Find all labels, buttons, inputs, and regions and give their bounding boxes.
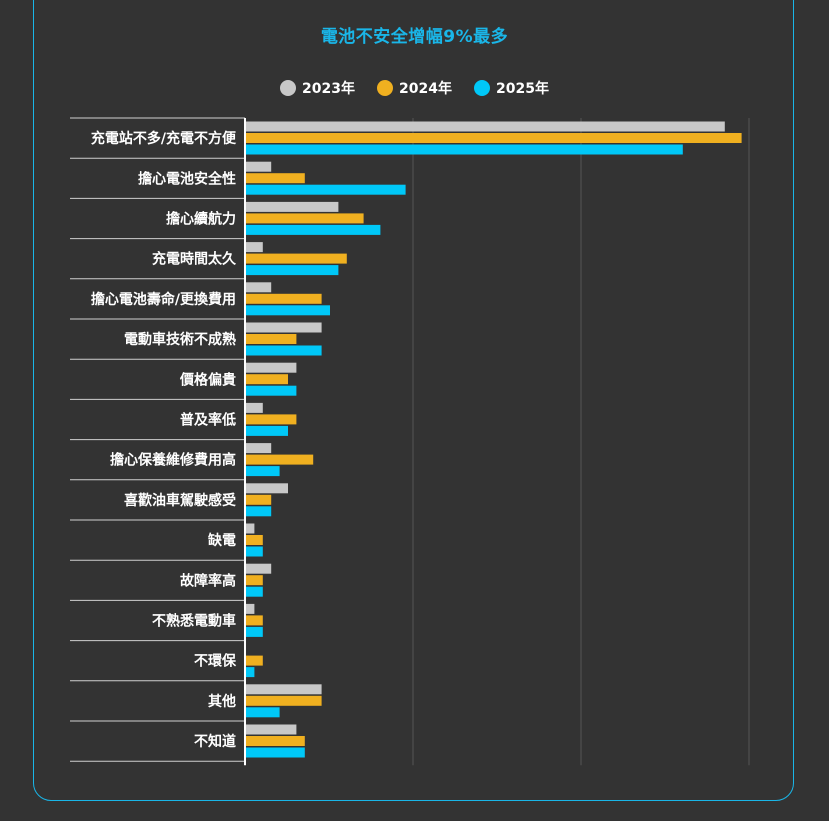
bar-2025年 (246, 345, 322, 356)
bar-2024年 (246, 173, 305, 184)
bar-2024年 (246, 736, 305, 746)
category-label: 擔心保養維修費用高 (110, 452, 236, 469)
category-label: 價格偏貴 (179, 371, 236, 388)
bar-2025年 (246, 466, 280, 477)
bar-2025年 (246, 586, 263, 597)
bar-2025年 (246, 626, 263, 637)
category-label: 不知道 (194, 733, 236, 750)
category-label: 電動車技術不成熟 (124, 331, 236, 348)
bar-2024年 (246, 454, 314, 465)
category-label: 不熟悉電動車 (152, 613, 236, 630)
bar-2025年 (246, 425, 288, 436)
category-label: 充電站不多/充電不方便 (91, 130, 237, 147)
bar-2024年 (246, 655, 263, 666)
legend-label: 2023年 (302, 81, 356, 97)
bar-2023年 (246, 322, 322, 333)
bar-2023年 (246, 362, 297, 373)
bar-2024年 (246, 575, 263, 586)
legend-item: 2025年 (473, 78, 549, 98)
bar-2024年 (246, 334, 297, 344)
bar-2025年 (246, 265, 339, 276)
bar-2024年 (246, 213, 364, 224)
legend-label: 2025年 (495, 81, 549, 97)
bar-2023年 (246, 242, 263, 253)
category-label: 普及率低 (180, 412, 236, 429)
bar-2023年 (246, 282, 272, 293)
bar-2023年 (246, 603, 255, 614)
category-label: 喜歡油車駕駛感受 (124, 492, 236, 509)
bar-2023年 (246, 483, 288, 494)
bar-2025年 (246, 305, 330, 316)
bar-2024年 (246, 253, 347, 264)
category-label: 故障率高 (180, 572, 236, 589)
bar-2023年 (246, 121, 725, 132)
bar-2023年 (246, 443, 272, 454)
legend-item: 2023年 (280, 78, 355, 98)
category-label: 不環保 (194, 653, 237, 670)
legend-label: 2024年 (399, 81, 452, 97)
legend-item: 2024年 (377, 78, 452, 98)
bar-2025年 (246, 506, 272, 517)
category-label: 擔心續航力 (166, 211, 236, 228)
bar-2025年 (246, 144, 683, 155)
bar-2025年 (246, 667, 255, 678)
category-label: 缺電 (208, 532, 236, 549)
bar-2025年 (246, 224, 381, 235)
chart-legend: 2023年 2024年 2025年 (0, 78, 829, 98)
bar-2023年 (246, 523, 255, 534)
bar-2024年 (246, 133, 742, 143)
legend-swatch (473, 80, 490, 96)
card-frame (33, 0, 794, 801)
bar-2025年 (246, 385, 297, 396)
bar-2023年 (246, 161, 272, 172)
bar-2024年 (246, 695, 322, 706)
bar-2023年 (246, 402, 263, 413)
bar-2025年 (246, 747, 305, 758)
bar-2025年 (246, 707, 280, 718)
legend-swatch (280, 80, 297, 96)
bar-2024年 (246, 615, 263, 626)
bar-2025年 (246, 546, 263, 557)
category-label: 擔心電池安全性 (138, 170, 236, 187)
bar-2023年 (246, 201, 339, 212)
category-label: 其他 (208, 693, 236, 710)
category-label: 擔心電池壽命/更換費用 (91, 291, 236, 308)
bar-2024年 (246, 293, 322, 304)
bar-2023年 (246, 684, 322, 695)
bar-2023年 (246, 563, 272, 574)
category-label: 充電時間太久 (152, 251, 237, 268)
legend-swatch (377, 80, 394, 96)
bar-2025年 (246, 184, 406, 195)
bar-2024年 (246, 535, 263, 545)
bar-2024年 (246, 414, 297, 425)
bar-2024年 (246, 494, 272, 505)
bar-2024年 (246, 374, 288, 385)
bar-2023年 (246, 724, 297, 735)
chart-title: 電池不安全增幅9%最多 (320, 27, 509, 47)
